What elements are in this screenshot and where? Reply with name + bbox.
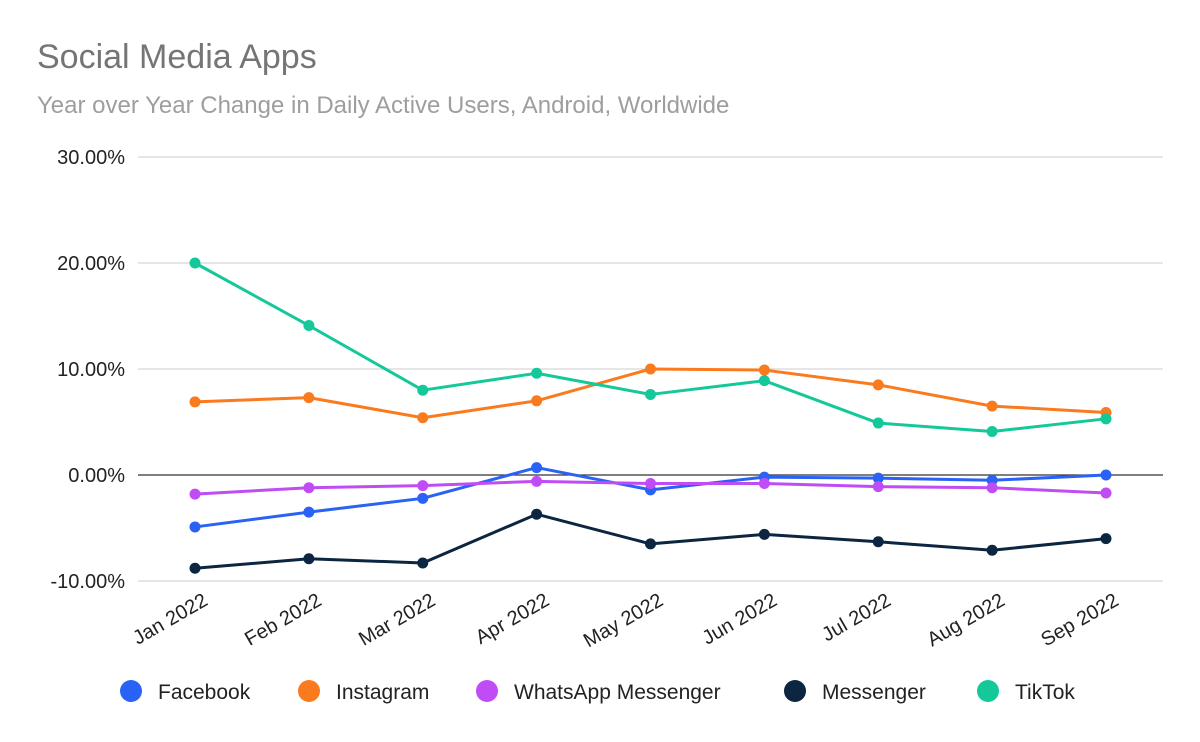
legend-label: WhatsApp Messenger: [514, 681, 721, 704]
data-point[interactable]: [303, 392, 315, 404]
series-whatsapp-messenger: [189, 475, 1112, 500]
series-line: [194, 466, 1107, 529]
x-tick-label: Jul 2022: [818, 589, 894, 646]
legend-marker: [476, 680, 498, 702]
series-messenger: [189, 508, 1112, 574]
legend-marker: [784, 680, 806, 702]
chart-title: Social Media Apps: [37, 38, 317, 76]
legend-item[interactable]: Instagram: [298, 680, 429, 704]
data-point[interactable]: [758, 477, 770, 489]
y-tick-label: 0.00%: [68, 465, 125, 487]
legend-marker: [977, 680, 999, 702]
data-point[interactable]: [189, 396, 201, 408]
data-point[interactable]: [872, 417, 884, 429]
series-facebook: [189, 462, 1112, 533]
y-tick-label: 30.00%: [57, 147, 125, 169]
data-point[interactable]: [872, 481, 884, 493]
legend-label: Facebook: [158, 681, 251, 704]
data-point[interactable]: [986, 482, 998, 494]
series-line: [194, 261, 1107, 434]
x-tick-label: May 2022: [580, 589, 667, 652]
data-point[interactable]: [645, 388, 656, 400]
chart-subtitle: Year over Year Change in Daily Active Us…: [37, 92, 729, 119]
legend-marker: [298, 680, 320, 702]
data-point[interactable]: [531, 462, 543, 474]
data-point[interactable]: [531, 367, 543, 379]
data-point[interactable]: [417, 492, 429, 504]
data-point[interactable]: [645, 477, 656, 489]
data-point[interactable]: [645, 363, 656, 375]
x-tick-label: Aug 2022: [923, 589, 1008, 651]
data-point[interactable]: [189, 488, 201, 500]
data-point[interactable]: [872, 472, 884, 484]
data-point[interactable]: [531, 475, 543, 487]
data-point[interactable]: [189, 521, 201, 533]
data-point[interactable]: [872, 379, 884, 391]
data-point[interactable]: [758, 375, 770, 387]
x-tick-label: Jun 2022: [699, 589, 781, 649]
data-point[interactable]: [189, 562, 201, 574]
data-point[interactable]: [531, 508, 543, 520]
data-point[interactable]: [1100, 533, 1112, 545]
legend-label: Instagram: [336, 681, 429, 704]
data-point[interactable]: [986, 544, 998, 556]
data-point[interactable]: [1100, 487, 1112, 499]
data-point[interactable]: [303, 320, 315, 332]
data-point[interactable]: [417, 480, 429, 492]
legend-label: Messenger: [822, 681, 926, 704]
legend-item[interactable]: Messenger: [784, 680, 926, 704]
data-point[interactable]: [189, 257, 201, 269]
data-point[interactable]: [303, 482, 315, 494]
data-point[interactable]: [758, 364, 770, 376]
data-point[interactable]: [303, 506, 315, 518]
x-tick-label: Apr 2022: [472, 589, 553, 649]
legend-item[interactable]: Facebook: [120, 680, 251, 704]
data-point[interactable]: [417, 384, 429, 396]
data-point[interactable]: [417, 557, 429, 569]
series-instagram: [189, 363, 1112, 424]
data-point[interactable]: [645, 538, 656, 550]
data-point[interactable]: [417, 412, 429, 424]
data-point[interactable]: [531, 395, 543, 407]
x-tick-label: Sep 2022: [1037, 589, 1122, 651]
legend-label: TikTok: [1015, 681, 1075, 704]
x-tick-label: Feb 2022: [241, 589, 325, 650]
data-point[interactable]: [303, 553, 315, 565]
x-tick-label: Jan 2022: [129, 589, 211, 649]
series-tiktok: [189, 257, 1112, 438]
y-tick-label: 20.00%: [57, 253, 125, 275]
y-tick-label: 10.00%: [57, 359, 125, 381]
legend-marker: [120, 680, 142, 702]
y-tick-label: -10.00%: [51, 571, 126, 593]
data-point[interactable]: [1100, 413, 1112, 425]
x-tick-label: Mar 2022: [355, 589, 439, 650]
data-point[interactable]: [872, 536, 884, 548]
legend-item[interactable]: TikTok: [977, 680, 1075, 704]
data-point[interactable]: [986, 400, 998, 412]
data-point[interactable]: [1100, 469, 1112, 481]
data-point[interactable]: [758, 528, 770, 540]
data-point[interactable]: [986, 426, 998, 438]
legend-item[interactable]: WhatsApp Messenger: [476, 680, 721, 704]
